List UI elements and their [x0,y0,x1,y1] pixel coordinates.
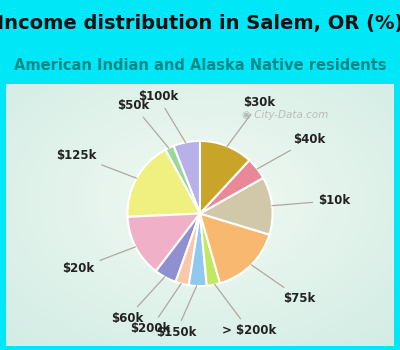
Text: $150k: $150k [156,286,197,339]
Wedge shape [128,150,200,217]
Wedge shape [174,141,200,214]
Wedge shape [200,214,220,286]
Text: $50k: $50k [118,99,169,148]
Wedge shape [200,214,270,283]
Wedge shape [165,146,200,214]
Text: $125k: $125k [56,149,137,178]
Wedge shape [200,178,272,235]
Wedge shape [176,214,200,285]
Wedge shape [128,214,200,271]
Wedge shape [200,160,263,214]
Text: $10k: $10k [272,194,350,207]
Text: $200k: $200k [130,284,181,335]
Text: American Indian and Alaska Native residents: American Indian and Alaska Native reside… [14,58,386,73]
Text: > $200k: > $200k [214,284,276,337]
Text: $100k: $100k [138,90,186,143]
Text: $20k: $20k [62,247,136,275]
Text: $75k: $75k [251,265,316,305]
Text: ◉ City-Data.com: ◉ City-Data.com [242,111,328,120]
Wedge shape [156,214,200,282]
Wedge shape [189,214,207,286]
Text: $60k: $60k [111,277,165,324]
Text: $30k: $30k [227,96,276,146]
Wedge shape [200,141,249,214]
Text: $40k: $40k [257,133,326,169]
Text: Income distribution in Salem, OR (%): Income distribution in Salem, OR (%) [0,14,400,33]
